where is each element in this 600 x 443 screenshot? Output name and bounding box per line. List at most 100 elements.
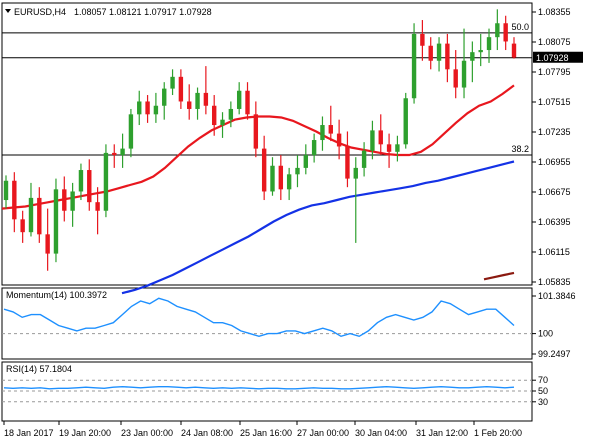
indicator-tick-label: 30 bbox=[538, 397, 548, 407]
moving-average-line bbox=[483, 271, 515, 281]
candle-body bbox=[103, 152, 109, 211]
time-tick-label: 30 Jan 04:00 bbox=[355, 428, 407, 438]
candle-body bbox=[436, 43, 442, 61]
candle-body bbox=[445, 43, 450, 70]
candle-body bbox=[303, 155, 309, 168]
candle-body bbox=[295, 167, 300, 175]
candle-body bbox=[278, 165, 284, 190]
candle-body bbox=[137, 101, 142, 115]
candle-body bbox=[28, 197, 34, 233]
candle-body bbox=[420, 33, 425, 46]
candle-body bbox=[461, 60, 467, 88]
candle-body bbox=[95, 202, 100, 211]
rsi-title: RSI(14) 57.1804 bbox=[6, 364, 72, 374]
price-tick-label: 1.07795 bbox=[538, 67, 571, 77]
candle-body bbox=[495, 23, 500, 38]
fib-level-label: 50.0 bbox=[511, 22, 529, 32]
candle-body bbox=[245, 90, 250, 115]
indicator-tick-label: 70 bbox=[538, 375, 548, 385]
candle-body bbox=[220, 119, 225, 126]
candle-body bbox=[478, 50, 483, 53]
candle-body bbox=[328, 125, 333, 134]
indicator-tick-label: 99.2497 bbox=[538, 349, 571, 359]
momentum-line bbox=[3, 297, 515, 338]
candle-body bbox=[112, 152, 117, 156]
candle-body bbox=[228, 108, 234, 120]
candle-body bbox=[345, 146, 350, 179]
candle-body bbox=[62, 189, 67, 211]
momentum-panel-frame bbox=[1, 287, 533, 360]
price-tick-label: 1.07515 bbox=[538, 97, 571, 107]
candle-body bbox=[128, 114, 134, 149]
candle-body bbox=[203, 92, 209, 106]
candle-body bbox=[395, 144, 400, 152]
candle-body bbox=[503, 23, 508, 42]
time-tick-label: 25 Jan 16:00 bbox=[240, 428, 292, 438]
fib-levels: 50.0 38.2 bbox=[2, 22, 532, 156]
current-price-marker: 1.07928 bbox=[533, 51, 583, 63]
candle-body bbox=[353, 167, 358, 179]
current-price-label: 1.07928 bbox=[536, 53, 569, 63]
price-tick-label: 1.06115 bbox=[538, 247, 570, 257]
price-tick-label: 1.06675 bbox=[538, 187, 571, 197]
candle-body bbox=[53, 189, 59, 254]
candle-body bbox=[162, 88, 167, 106]
momentum-axis: 101.3846 100 99.2497 bbox=[2, 291, 576, 359]
candle-body bbox=[311, 140, 317, 156]
main-panel-frame bbox=[1, 2, 533, 286]
candle-body bbox=[236, 90, 242, 109]
indicator-line bbox=[3, 385, 515, 390]
dropdown-triangle-icon[interactable] bbox=[5, 9, 11, 13]
price-tick-label: 1.08075 bbox=[538, 37, 571, 47]
candle-body bbox=[12, 180, 17, 220]
candle-body bbox=[470, 52, 475, 61]
candle-body bbox=[87, 170, 92, 203]
candle-body bbox=[261, 148, 267, 192]
candle-body bbox=[286, 174, 292, 190]
price-tick-label: 1.07235 bbox=[538, 127, 571, 137]
candle-body bbox=[486, 37, 492, 51]
candle-body bbox=[153, 105, 159, 115]
candle-body bbox=[411, 33, 417, 99]
candle-body bbox=[511, 43, 517, 58]
price-tick-label: 1.08355 bbox=[538, 7, 571, 17]
moving-average-line bbox=[121, 160, 515, 295]
main-title: EURUSD,H4 bbox=[14, 7, 66, 17]
time-tick-label: 31 Jan 12:00 bbox=[416, 428, 468, 438]
time-tick-label: 19 Jan 20:00 bbox=[59, 428, 111, 438]
candle-body bbox=[370, 130, 375, 151]
time-tick-label: 27 Jan 00:00 bbox=[297, 428, 349, 438]
indicator-tick-label: 101.3846 bbox=[538, 291, 576, 301]
candles bbox=[3, 9, 517, 271]
candle-body bbox=[70, 191, 75, 211]
candle-body bbox=[428, 45, 433, 61]
candle-body bbox=[20, 219, 25, 233]
time-tick-label: 23 Jan 00:00 bbox=[121, 428, 173, 438]
price-tick-label: 1.06395 bbox=[538, 217, 571, 227]
candle-body bbox=[187, 101, 192, 109]
candle-body bbox=[195, 92, 200, 109]
price-tick-label: 1.05835 bbox=[538, 277, 571, 287]
candle-body bbox=[320, 125, 325, 141]
candle-body bbox=[403, 98, 408, 145]
main-price-axis: 1.08355 1.08075 1.07795 1.07515 1.07235 1.069… bbox=[532, 7, 571, 287]
time-tick-label: 18 Jan 2017 bbox=[4, 428, 54, 438]
candle-body bbox=[145, 101, 150, 115]
indicator-tick-label: 100 bbox=[538, 329, 553, 339]
candle-body bbox=[178, 76, 184, 102]
candle-body bbox=[3, 180, 9, 201]
candle-body bbox=[170, 76, 175, 89]
candle-body bbox=[270, 165, 275, 192]
momentum-title: Momentum(14) 100.3972 bbox=[6, 290, 107, 300]
candle-body bbox=[37, 197, 42, 235]
candle-body bbox=[120, 148, 125, 156]
indicator-tick-label: 50 bbox=[538, 386, 548, 396]
candle-body bbox=[336, 133, 342, 147]
candle-body bbox=[386, 144, 392, 152]
time-tick-label: 24 Jan 08:00 bbox=[181, 428, 233, 438]
candle-body bbox=[78, 170, 84, 192]
time-tick-label: 1 Feb 20:00 bbox=[474, 428, 522, 438]
fib-level-label: 38.2 bbox=[511, 144, 529, 154]
